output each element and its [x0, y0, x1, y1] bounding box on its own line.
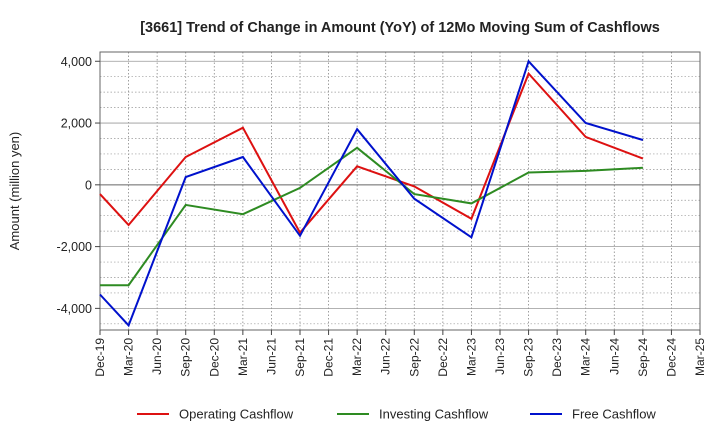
x-tick-label: Dec-23	[550, 338, 564, 377]
legend-label-operating-cashflow: Operating Cashflow	[179, 407, 294, 422]
legend-label-free-cashflow: Free Cashflow	[572, 407, 656, 422]
investing-cashflow-line	[100, 146, 643, 287]
plot-area: -4,000 -2,000 0 2,000 4,000 Dec-19 Mar-20 Jun-2…	[57, 51, 707, 377]
x-tick-label: Mar-21	[236, 338, 250, 376]
x-tick-label: Dec-20	[207, 338, 221, 377]
operating-cashflow-line	[99, 71, 644, 235]
y-axis-label: Amount (million yen)	[7, 132, 22, 251]
x-tick-label: Sep-24	[636, 338, 650, 377]
legend: Operating Cashflow Investing Cashflow Free…	[137, 407, 656, 422]
x-tick-label: Mar-24	[579, 338, 593, 376]
x-tick-label: Sep-23	[522, 338, 536, 377]
y-tick-label: -4,000	[57, 302, 92, 316]
x-tick-label: Dec-24	[664, 338, 678, 377]
x-tick-label: Dec-22	[436, 338, 450, 377]
x-tick-label: Jun-24	[607, 338, 621, 375]
x-tick-label: Jun-23	[493, 338, 507, 375]
x-tick-label: Mar-20	[122, 338, 136, 376]
x-tick-label: Mar-25	[693, 338, 707, 376]
x-tick-label: Jun-22	[379, 338, 393, 375]
x-tick-label: Dec-19	[93, 338, 107, 377]
plot-frame	[99, 51, 701, 331]
y-tick-label: 0	[85, 178, 92, 192]
y-tick-label: -2,000	[57, 240, 92, 254]
x-tick-label: Mar-22	[350, 338, 364, 376]
x-tick-label: Mar-23	[464, 338, 478, 376]
x-tick-label: Sep-20	[179, 338, 193, 377]
x-tick-label: Sep-21	[293, 338, 307, 377]
x-tick-label: Jun-21	[264, 338, 278, 375]
x-tick-label: Sep-22	[407, 338, 421, 377]
legend-label-investing-cashflow: Investing Cashflow	[379, 407, 489, 422]
x-tick-label: Dec-21	[322, 338, 336, 377]
x-tick-label: Jun-20	[150, 338, 164, 375]
y-tick-label: 2,000	[61, 117, 92, 131]
y-tick-label: 4,000	[61, 55, 92, 69]
free-cashflow-line	[99, 59, 644, 328]
chart-title: [3661] Trend of Change in Amount (YoY) o…	[140, 20, 660, 36]
plot-background	[100, 52, 700, 330]
